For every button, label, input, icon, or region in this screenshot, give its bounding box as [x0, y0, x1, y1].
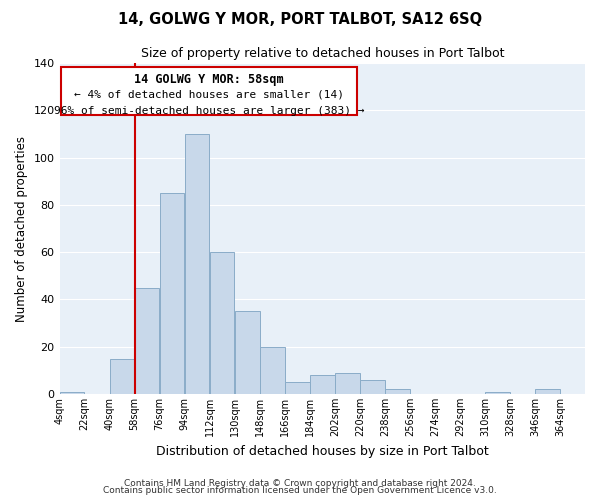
- Bar: [210, 252, 235, 394]
- Bar: [235, 312, 260, 394]
- Text: ← 4% of detached houses are smaller (14): ← 4% of detached houses are smaller (14): [74, 89, 344, 99]
- Text: 14 GOLWG Y MOR: 58sqm: 14 GOLWG Y MOR: 58sqm: [134, 72, 284, 86]
- Bar: [485, 392, 510, 394]
- Text: Contains public sector information licensed under the Open Government Licence v3: Contains public sector information licen…: [103, 486, 497, 495]
- Bar: [260, 346, 284, 394]
- Text: 96% of semi-detached houses are larger (383) →: 96% of semi-detached houses are larger (…: [54, 106, 364, 116]
- Bar: [310, 375, 335, 394]
- Bar: [535, 390, 560, 394]
- Bar: [285, 382, 310, 394]
- Bar: [160, 193, 184, 394]
- Bar: [185, 134, 209, 394]
- Title: Size of property relative to detached houses in Port Talbot: Size of property relative to detached ho…: [140, 48, 504, 60]
- FancyBboxPatch shape: [61, 66, 357, 115]
- Bar: [135, 288, 160, 394]
- Bar: [335, 372, 359, 394]
- Text: 14, GOLWG Y MOR, PORT TALBOT, SA12 6SQ: 14, GOLWG Y MOR, PORT TALBOT, SA12 6SQ: [118, 12, 482, 28]
- Bar: [60, 392, 85, 394]
- Bar: [360, 380, 385, 394]
- Bar: [385, 390, 410, 394]
- Y-axis label: Number of detached properties: Number of detached properties: [15, 136, 28, 322]
- X-axis label: Distribution of detached houses by size in Port Talbot: Distribution of detached houses by size …: [156, 444, 488, 458]
- Bar: [110, 358, 134, 394]
- Text: Contains HM Land Registry data © Crown copyright and database right 2024.: Contains HM Land Registry data © Crown c…: [124, 478, 476, 488]
